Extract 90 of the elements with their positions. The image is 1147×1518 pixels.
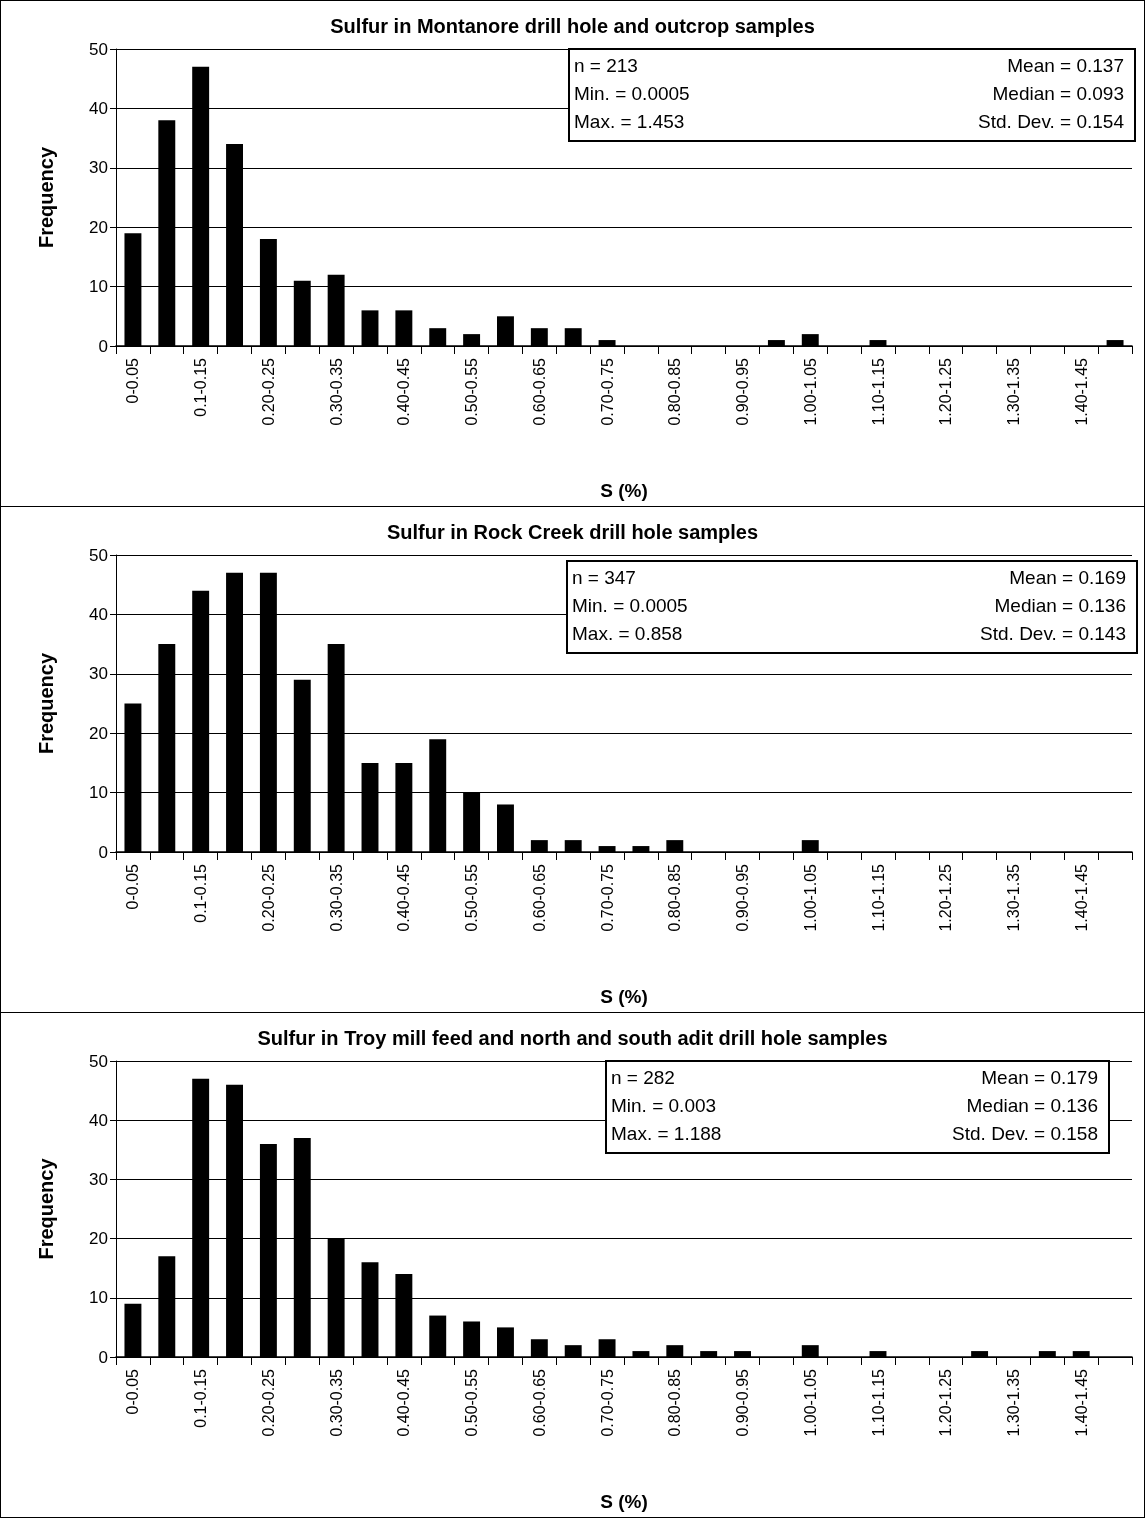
y-tick-label: 20	[89, 723, 108, 743]
x-tick-label: 0.40-0.45	[395, 357, 413, 426]
annotation: n = 282	[611, 1066, 676, 1090]
y-tick-label: 40	[89, 98, 108, 118]
x-tick-label: 0.30-0.35	[327, 357, 345, 426]
annotation: n = 347	[572, 566, 637, 590]
x-tick-label: 1.00-1.05	[801, 863, 819, 932]
annotation: Min. = 0.003	[611, 1094, 718, 1118]
annotation: Mean = 0.169	[1008, 566, 1126, 590]
annotation: n = 213	[574, 54, 639, 78]
annotation: Median = 0.136	[965, 1094, 1098, 1118]
x-tick-label: 1.20-1.25	[937, 863, 955, 932]
y-axis-title: Frequency	[35, 146, 57, 249]
annotation: Median = 0.093	[991, 82, 1124, 106]
x-tick-label: 0.70-0.75	[598, 863, 616, 932]
chart-title: Sulfur in Troy mill feed and north and south adit drill hole samples	[257, 1027, 888, 1049]
y-tick-label: 50	[89, 545, 108, 565]
annotation: Std. Dev. = 0.154	[977, 110, 1124, 134]
x-tick-label: 1.30-1.35	[1004, 1368, 1022, 1437]
x-tick-label: 1.40-1.45	[1072, 1368, 1090, 1437]
x-tick-label: 0.30-0.35	[327, 863, 345, 932]
y-tick-label: 40	[89, 1110, 108, 1130]
x-tick-label: 1.20-1.25	[937, 357, 955, 426]
annotation: Min. = 0.0005	[574, 82, 691, 106]
x-tick-label: 1.40-1.45	[1072, 863, 1090, 932]
x-axis-title: S (%)	[600, 1491, 648, 1512]
chart-title: Sulfur in Rock Creek drill hole samples	[386, 521, 759, 543]
x-tick-label: 0.80-0.85	[666, 863, 684, 932]
x-tick-label: 0.80-0.85	[666, 1368, 684, 1437]
y-tick-label: 0	[98, 842, 108, 862]
x-tick-label: 0.20-0.25	[259, 1368, 277, 1437]
chart-title: Sulfur in Montanore drill hole and outcrop samples	[330, 15, 815, 37]
y-tick-label: 20	[89, 1229, 108, 1249]
annotation: Min. = 0.0005	[572, 594, 689, 618]
x-tick-label: 0.70-0.75	[598, 1368, 616, 1437]
x-axis-title: S (%)	[600, 480, 648, 501]
x-tick-label: 1.00-1.05	[801, 1368, 819, 1437]
x-tick-label: 0.80-0.85	[666, 357, 684, 426]
x-tick-label: 0.20-0.25	[259, 357, 277, 426]
annotation: Max. = 1.453	[574, 110, 686, 134]
y-tick-label: 0	[98, 336, 108, 356]
x-tick-label: 0.60-0.65	[530, 863, 548, 932]
x-tick-label: 0-0.05	[124, 863, 142, 910]
annotation: Median = 0.136	[993, 594, 1126, 618]
annotation: Std. Dev. = 0.143	[979, 622, 1126, 646]
x-tick-label: 0.1-0.15	[192, 863, 210, 923]
y-tick-label: 30	[89, 1169, 108, 1189]
x-tick-label: 0.90-0.95	[734, 357, 752, 426]
x-tick-label: 1.30-1.35	[1004, 357, 1022, 426]
y-tick-label: 10	[89, 783, 108, 803]
x-tick-label: 0.60-0.65	[530, 1368, 548, 1437]
x-axis-title: S (%)	[600, 986, 648, 1007]
x-tick-label: 1.40-1.45	[1072, 357, 1090, 426]
y-tick-label: 0	[98, 1347, 108, 1367]
x-tick-label: 0.60-0.65	[530, 357, 548, 426]
y-tick-label: 40	[89, 604, 108, 624]
x-tick-label: 1.30-1.35	[1004, 863, 1022, 932]
y-tick-label: 50	[89, 39, 108, 59]
x-tick-label: 0.90-0.95	[734, 1368, 752, 1437]
y-tick-label: 10	[89, 1288, 108, 1308]
y-axis-title: Frequency	[35, 1157, 57, 1260]
x-tick-label: 0-0.05	[124, 1368, 142, 1415]
annotation: Max. = 0.858	[572, 622, 684, 646]
y-tick-label: 20	[89, 217, 108, 237]
x-tick-label: 0.50-0.55	[463, 863, 481, 932]
y-axis-title: Frequency	[35, 652, 57, 755]
x-tick-label: 1.10-1.15	[869, 863, 887, 932]
x-tick-label: 0.30-0.35	[327, 1368, 345, 1437]
annotation: Mean = 0.179	[980, 1066, 1098, 1090]
x-tick-label: 1.20-1.25	[937, 1368, 955, 1437]
x-tick-label: 0.40-0.45	[395, 863, 413, 932]
x-tick-label: 1.10-1.15	[869, 357, 887, 426]
x-tick-label: 0.1-0.15	[192, 357, 210, 417]
x-tick-label: 0-0.05	[124, 357, 142, 404]
y-tick-label: 50	[89, 1051, 108, 1071]
x-tick-label: 0.40-0.45	[395, 1368, 413, 1437]
x-tick-label: 0.50-0.55	[463, 357, 481, 426]
x-tick-label: 0.70-0.75	[598, 357, 616, 426]
annotation: Mean = 0.137	[1006, 54, 1124, 78]
x-tick-label: 0.90-0.95	[734, 863, 752, 932]
y-tick-label: 30	[89, 664, 108, 684]
x-tick-label: 0.50-0.55	[463, 1368, 481, 1437]
x-tick-label: 1.10-1.15	[869, 1368, 887, 1437]
annotation: Max. = 1.188	[611, 1122, 723, 1146]
y-tick-label: 30	[89, 158, 108, 178]
x-tick-label: 0.20-0.25	[259, 863, 277, 932]
annotation: Std. Dev. = 0.158	[951, 1122, 1098, 1146]
x-tick-label: 1.00-1.05	[801, 357, 819, 426]
x-tick-label: 0.1-0.15	[192, 1368, 210, 1428]
y-tick-label: 10	[89, 277, 108, 297]
